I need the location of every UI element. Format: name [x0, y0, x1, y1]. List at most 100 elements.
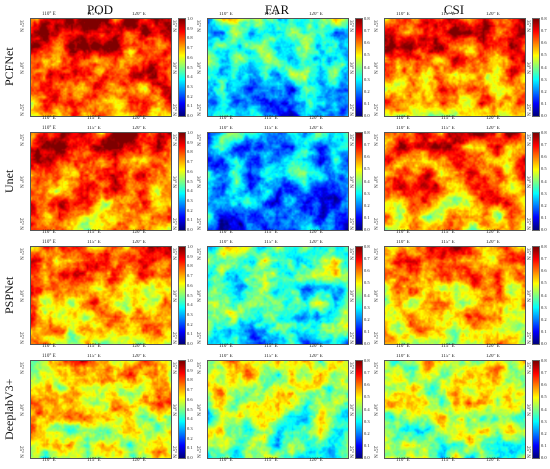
lat-tick: 35° N	[348, 20, 353, 32]
colorbar	[355, 360, 363, 459]
colorbar-tick: 0.7	[541, 142, 547, 148]
lat-tick: 25° N	[348, 218, 353, 230]
colorbar-tick: 0.2	[187, 321, 193, 327]
lat-tick: 30° N	[171, 290, 176, 302]
colorbar-tick: 0.2	[364, 430, 370, 436]
colorbar-tick: 0.4	[364, 406, 370, 412]
colorbar-tick: 0.7	[364, 142, 370, 148]
colorbar-tick: 0.3	[364, 190, 370, 196]
colorbar-tick: 0.0	[541, 227, 547, 232]
lon-tick: 120° E	[132, 126, 146, 131]
colorbar-tick: 0.2	[541, 316, 547, 322]
lon-tick: 120° E	[309, 116, 323, 121]
lon-tick: 110° E	[42, 12, 56, 17]
colorbar	[178, 132, 186, 231]
colorbar-tick: 0.5	[187, 406, 193, 412]
map-unet-csi	[384, 132, 526, 231]
colorbar-tick: 1.0	[187, 244, 193, 249]
lon-tick: 110° E	[219, 354, 233, 359]
colorbar-tick: 0.7	[541, 28, 547, 34]
lon-tick: 115° E	[441, 230, 455, 235]
colorbar-tick: 0.1	[187, 217, 193, 223]
colorbar-tick: 0.6	[541, 40, 547, 46]
colorbar	[355, 246, 363, 345]
lat-tick: 30° N	[195, 62, 200, 74]
lon-tick: 120° E	[486, 126, 500, 131]
map-deeplabv3--far	[207, 360, 349, 459]
colorbar-tick: 0.4	[187, 74, 193, 80]
lon-tick: 115° E	[87, 344, 101, 349]
lat-tick: 35° N	[372, 20, 377, 32]
lat-tick: 35° N	[18, 134, 23, 146]
colorbar-tick: 0.9	[187, 367, 193, 373]
colorbar-tick: 0.6	[187, 282, 193, 288]
colorbar-tick: 0.6	[187, 168, 193, 174]
map-deeplabv3--pod	[30, 360, 172, 459]
lon-tick: 120° E	[486, 240, 500, 245]
lat-tick: 25° N	[525, 332, 530, 344]
lon-tick: 120° E	[309, 458, 323, 463]
map-pspnet-pod	[30, 246, 172, 345]
colorbar-tick: 0.7	[364, 256, 370, 262]
lat-tick: 30° N	[171, 176, 176, 188]
lat-tick: 30° N	[348, 290, 353, 302]
lat-tick: 30° N	[525, 404, 530, 416]
colorbar-tick: 0.5	[541, 52, 547, 58]
colorbar-tick: 0.1	[187, 445, 193, 451]
lon-tick: 120° E	[309, 240, 323, 245]
lat-tick: 30° N	[372, 290, 377, 302]
lon-tick: 110° E	[219, 230, 233, 235]
lat-tick: 35° N	[195, 20, 200, 32]
lon-tick: 110° E	[42, 354, 56, 359]
lon-tick: 115° E	[441, 116, 455, 121]
lat-tick: 35° N	[348, 362, 353, 374]
lon-tick: 110° E	[219, 126, 233, 131]
lon-tick: 110° E	[42, 126, 56, 131]
lon-tick: 110° E	[219, 116, 233, 121]
lon-tick: 120° E	[132, 240, 146, 245]
colorbar-tick: 0.4	[541, 64, 547, 70]
lat-tick: 35° N	[195, 362, 200, 374]
lat-tick: 25° N	[171, 446, 176, 458]
colorbar-tick: 1.0	[187, 16, 193, 21]
lon-tick: 115° E	[87, 12, 101, 17]
colorbar-tick: 0.0	[541, 455, 547, 460]
colorbar-tick: 0.9	[187, 25, 193, 31]
lon-tick: 120° E	[132, 230, 146, 235]
lat-tick: 25° N	[348, 446, 353, 458]
map-deeplabv3--csi	[384, 360, 526, 459]
colorbar-tick: 0.5	[541, 166, 547, 172]
colorbar-tick: 0.0	[364, 455, 370, 460]
colorbar-tick: 0.1	[541, 442, 547, 448]
lat-tick: 35° N	[195, 134, 200, 146]
colorbar-tick: 0.2	[364, 88, 370, 94]
colorbar-tick: 0.0	[364, 227, 370, 232]
lat-tick: 30° N	[348, 176, 353, 188]
colorbar-tick: 0.6	[364, 40, 370, 46]
lat-tick: 35° N	[525, 20, 530, 32]
colorbar-tick: 0.8	[364, 16, 370, 21]
colorbar	[532, 132, 540, 231]
lon-tick: 110° E	[42, 458, 56, 463]
lon-tick: 120° E	[132, 116, 146, 121]
lat-tick: 35° N	[525, 362, 530, 374]
row-label-unet: Unet	[2, 168, 16, 193]
lon-tick: 115° E	[264, 240, 278, 245]
colorbar-tick: 0.7	[187, 45, 193, 51]
lon-tick: 120° E	[486, 230, 500, 235]
lat-tick: 30° N	[348, 62, 353, 74]
row-label-pspnet: PSPNet	[2, 275, 16, 314]
colorbar-tick: 0.3	[541, 76, 547, 82]
colorbar-tick: 0.8	[541, 130, 547, 135]
colorbar-tick: 0.3	[541, 304, 547, 310]
colorbar	[178, 18, 186, 117]
colorbar-tick: 0.7	[187, 387, 193, 393]
colorbar-tick: 0.1	[541, 100, 547, 106]
lon-tick: 110° E	[42, 240, 56, 245]
colorbar-tick: 0.9	[187, 139, 193, 145]
lat-tick: 25° N	[525, 446, 530, 458]
lat-tick: 35° N	[348, 134, 353, 146]
colorbar-tick: 0.5	[541, 394, 547, 400]
lon-tick: 120° E	[132, 354, 146, 359]
colorbar	[355, 18, 363, 117]
